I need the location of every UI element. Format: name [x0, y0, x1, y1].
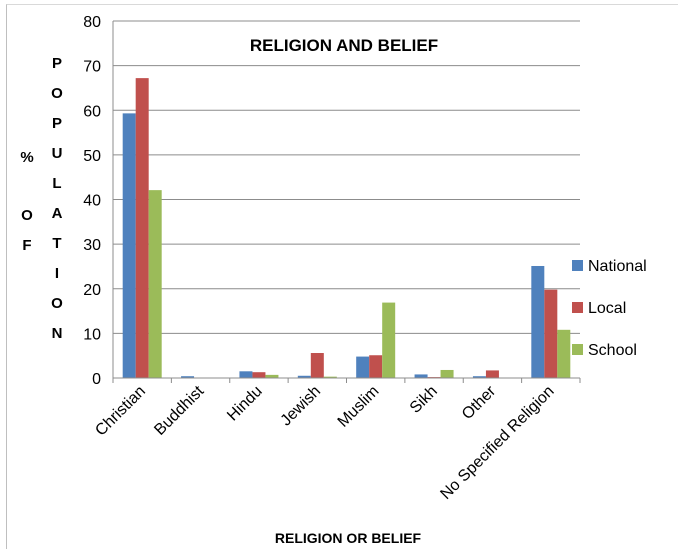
bar-national	[239, 371, 253, 378]
legend-swatch-national	[572, 260, 583, 271]
bar-national	[122, 113, 136, 378]
legend: National Local School	[572, 258, 647, 359]
legend-label-national: National	[588, 258, 647, 275]
x-category-label: Sikh	[407, 383, 441, 417]
axes	[112, 21, 581, 383]
bar-school	[557, 329, 571, 378]
bar-national	[531, 265, 545, 378]
y-tick-label: 20	[83, 282, 101, 299]
x-category-label: Other	[459, 382, 500, 423]
bar-school	[323, 376, 337, 378]
chart-title: RELIGION AND BELIEF	[250, 36, 438, 55]
x-category-label: No Specified Religion	[437, 383, 557, 503]
y-axis-title-letter: P	[52, 115, 62, 132]
y-axis-title-letter: A	[52, 205, 63, 222]
chart-frame	[6, 4, 678, 549]
bar-national	[356, 356, 370, 378]
bar-national	[472, 376, 486, 378]
x-axis-title: RELIGION OR BELIEF	[275, 530, 422, 546]
bar-local	[369, 355, 383, 378]
x-category-label: Buddhist	[151, 382, 207, 438]
y-axis-title-letter: I	[55, 265, 59, 282]
y-axis-title-letter: N	[52, 325, 63, 342]
bar-national	[181, 376, 195, 378]
legend-label-school: School	[588, 342, 637, 359]
y-tick-label: 50	[83, 148, 101, 165]
bar-local	[135, 78, 149, 379]
legend-swatch-local	[572, 302, 583, 313]
y-axis-title-letter: O	[51, 295, 63, 312]
y-axis-title-letter: O	[21, 207, 33, 224]
legend-label-local: Local	[588, 300, 626, 317]
y-tick-label: 0	[92, 371, 101, 388]
x-category-labels: Christian Buddhist Hindu Jewish Muslim Sikh Ot…	[92, 382, 557, 503]
bar-school	[440, 369, 454, 378]
bar-national	[297, 375, 311, 378]
y-tick-label: 30	[83, 237, 101, 254]
y-axis-title-letter: U	[52, 145, 63, 162]
y-tick-labels: 0 10 20 30 40 50 60 70 80	[83, 14, 101, 388]
y-tick-label: 10	[83, 326, 101, 343]
bar-school	[148, 190, 162, 378]
x-category-label: Hindu	[224, 383, 266, 425]
x-category-label: Jewish	[278, 383, 325, 430]
bar-local	[544, 289, 558, 378]
y-axis-title-letter: P	[52, 55, 62, 72]
y-tick-label: 60	[83, 103, 101, 120]
legend-swatch-school	[572, 344, 583, 355]
bar-local	[252, 372, 266, 378]
y-tick-label: 80	[83, 14, 101, 31]
y-axis-title-letter: T	[52, 235, 61, 252]
bars	[122, 78, 571, 379]
bar-local	[310, 353, 324, 378]
bar-school	[382, 302, 396, 378]
y-tick-label: 70	[83, 59, 101, 76]
bar-local	[485, 370, 499, 378]
bar-school	[265, 374, 279, 378]
x-category-label: Muslim	[335, 383, 383, 431]
y-axis-title-letter: %	[20, 149, 33, 166]
y-axis-title-letter: L	[52, 175, 61, 192]
gridlines	[113, 20, 580, 334]
y-axis-title-letter: F	[22, 237, 31, 254]
bar-national	[414, 374, 428, 378]
y-axis-title-letter: O	[51, 85, 63, 102]
x-category-label: Christian	[92, 383, 149, 440]
y-tick-label: 40	[83, 193, 101, 210]
